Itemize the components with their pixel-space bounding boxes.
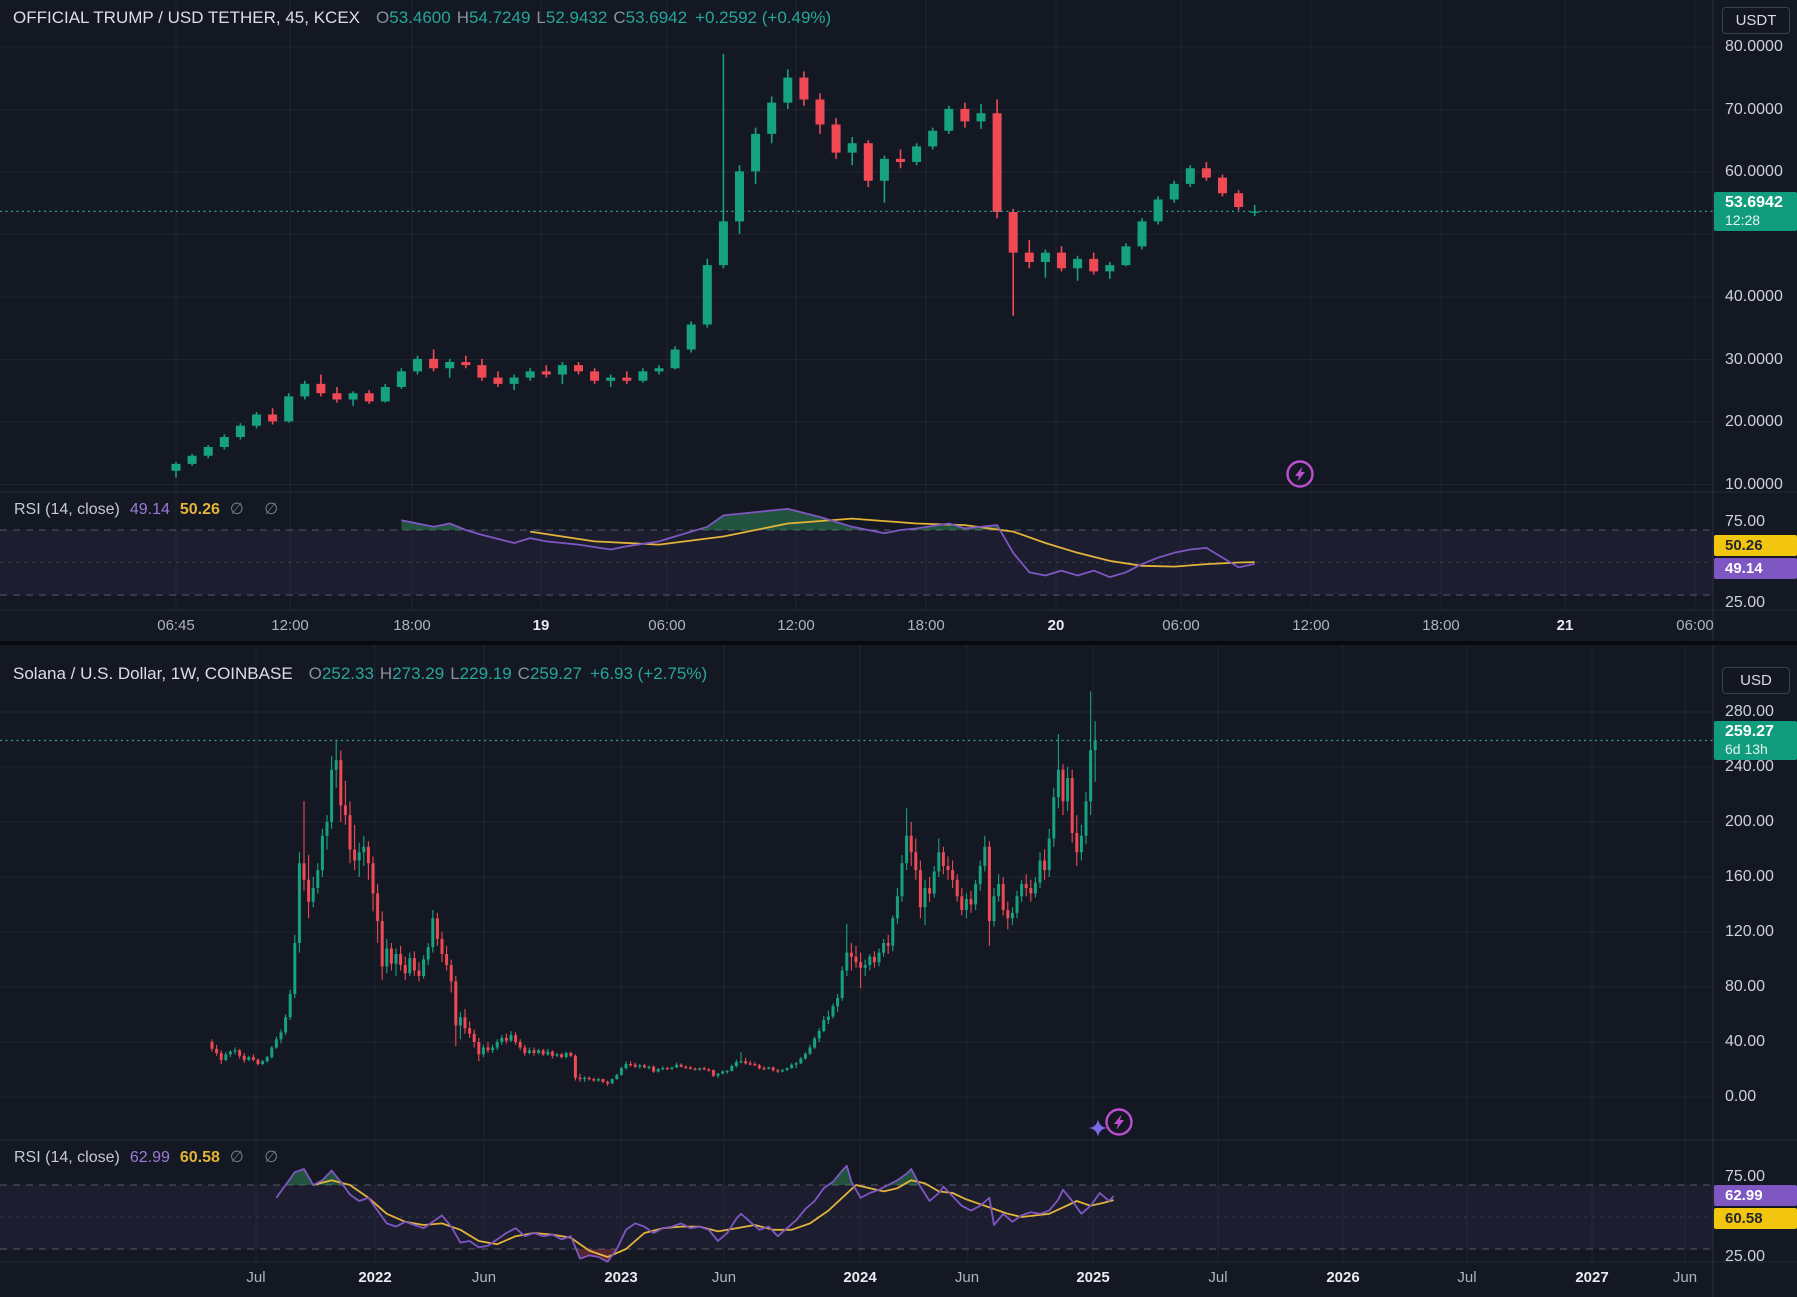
chart-canvas-solana[interactable] [0,645,1797,1297]
bar-countdown: 12:28 [1725,212,1761,228]
time-axis-label: Jun [471,1269,497,1286]
open-value: 53.4600 [389,8,451,27]
chart-canvas-trump[interactable] [0,0,1797,641]
time-axis-label: Jul [246,1269,266,1286]
rsi-hidden-values: ∅ ∅ [229,1149,287,1166]
panel-divider[interactable] [0,641,1797,645]
rsi-title[interactable]: RSI (14, close) [14,1149,120,1166]
rsi-ma-value: 60.58 [179,1149,220,1166]
rsi-indicator-header-solana: RSI (14, close) 62.99 60.58 ∅ ∅ [14,1147,286,1167]
time-axis-label: 2026 [1326,1269,1360,1286]
symbol-title[interactable]: OFFICIAL TRUMP / USD TETHER, 45, KCEX [13,8,360,27]
currency-badge-usdt[interactable]: USDT [1722,7,1790,34]
last-price-badge-trump: 53.6942 12:28 [1714,192,1797,231]
price-axis-label: 160.00 [1725,868,1774,885]
price-axis-label: 0.00 [1725,1088,1757,1105]
open-value: 252.33 [321,664,374,683]
rsi-value: 62.99 [129,1149,170,1166]
time-axis-label: 12:00 [777,617,815,634]
rsi-indicator-header-trump: RSI (14, close) 49.14 50.26 ∅ ∅ [14,499,286,519]
low-value: 52.9432 [545,8,608,27]
price-axis-label: 240.00 [1725,758,1774,775]
price-axis-label: 30.0000 [1725,350,1783,368]
low-label: L [536,8,546,27]
price-axis-label: 120.00 [1725,923,1774,940]
price-axis-label: 60.0000 [1725,163,1783,180]
high-value: 54.7249 [468,8,531,27]
rsi-ma-badge-trump: 50.26 [1714,535,1797,556]
time-axis-label: 06:00 [1676,617,1714,634]
sparkle-icon [1089,1119,1107,1137]
price-axis-label: 200.00 [1725,813,1774,830]
time-axis-label: 2027 [1575,1269,1609,1286]
price-axis-label: 20.0000 [1725,413,1783,430]
time-axis-label: 18:00 [393,617,431,634]
price-axis-label: 280.00 [1725,703,1774,720]
time-axis-label: 2025 [1076,1269,1110,1286]
close-value: 53.6942 [625,8,688,27]
rsi-scale-label: 25.00 [1725,1248,1766,1265]
rsi-hidden-values: ∅ ∅ [229,501,287,518]
time-axis-label: 06:00 [1162,617,1200,634]
last-price-badge-solana: 259.27 6d 13h [1714,721,1797,760]
rsi-scale-label: 75.00 [1725,1168,1766,1185]
change-value: +0.2592 (+0.49%) [695,8,832,27]
time-axis-label: 18:00 [1422,617,1460,634]
time-axis-label: 2022 [358,1269,392,1286]
price-axis-label: 40.0000 [1725,288,1783,305]
price-axis-label: 80.0000 [1725,38,1783,55]
bolt-glyph [1295,466,1305,482]
time-axis-label: 21 [1556,617,1574,634]
symbol-title[interactable]: Solana / U.S. Dollar, 1W, COINBASE [13,664,293,683]
time-axis-label: 2024 [843,1269,877,1286]
rsi-title[interactable]: RSI (14, close) [14,501,120,518]
time-axis-label: Jun [711,1269,737,1286]
last-price-value: 53.6942 [1725,194,1783,211]
rsi-ma-badge-solana: 60.58 [1714,1208,1797,1229]
price-axis-label: 10.0000 [1725,475,1783,493]
rsi-value: 49.14 [129,501,170,518]
time-axis-label: Jul [1457,1269,1477,1286]
time-axis-label: 06:00 [648,617,686,634]
price-axis-label: 40.00 [1725,1033,1766,1050]
time-axis-label: 19 [532,617,550,634]
time-axis-label: Jul [1208,1269,1228,1286]
time-axis-label: 12:00 [1292,617,1330,634]
time-axis-label: 12:00 [271,617,309,634]
rsi-scale-label: 75.00 [1725,513,1766,530]
high-label: H [379,664,393,683]
price-chart-panel-solana: Solana / U.S. Dollar, 1W, COINBASE O252.3… [0,645,1797,1297]
last-price-value: 259.27 [1725,723,1774,740]
close-value: 259.27 [529,664,582,683]
price-chart-panel-trump: OFFICIAL TRUMP / USD TETHER, 45, KCEX O53… [0,0,1797,641]
bolt-glyph [1114,1114,1124,1130]
rsi-value-badge-solana: 62.99 [1714,1185,1797,1206]
symbol-header-trump: OFFICIAL TRUMP / USD TETHER, 45, KCEX O53… [13,8,831,28]
change-value: +6.93 (+2.75%) [589,664,708,683]
open-label: O [376,8,390,27]
price-axis-label: 70.0000 [1725,100,1783,118]
low-label: L [450,664,460,683]
open-label: O [308,664,322,683]
currency-badge-usd[interactable]: USD [1722,667,1790,694]
low-value: 229.19 [459,664,512,683]
close-label: C [517,664,530,683]
time-axis-label: Jun [1672,1269,1698,1286]
time-axis-label: 06:45 [157,617,195,634]
time-axis-label: Jun [954,1269,980,1286]
time-axis-label: 18:00 [907,617,945,634]
high-value: 273.29 [392,664,445,683]
rsi-value-badge-trump: 49.14 [1714,558,1797,579]
high-label: H [456,8,469,27]
time-axis-label: 2023 [604,1269,638,1286]
symbol-header-solana: Solana / U.S. Dollar, 1W, COINBASE O252.3… [13,664,707,684]
rsi-ma-value: 50.26 [179,501,220,518]
bar-countdown: 6d 13h [1725,741,1768,757]
close-label: C [613,8,626,27]
time-axis-label: 20 [1047,617,1065,634]
price-axis-label: 80.00 [1725,978,1766,995]
rsi-scale-label: 25.00 [1725,594,1766,611]
